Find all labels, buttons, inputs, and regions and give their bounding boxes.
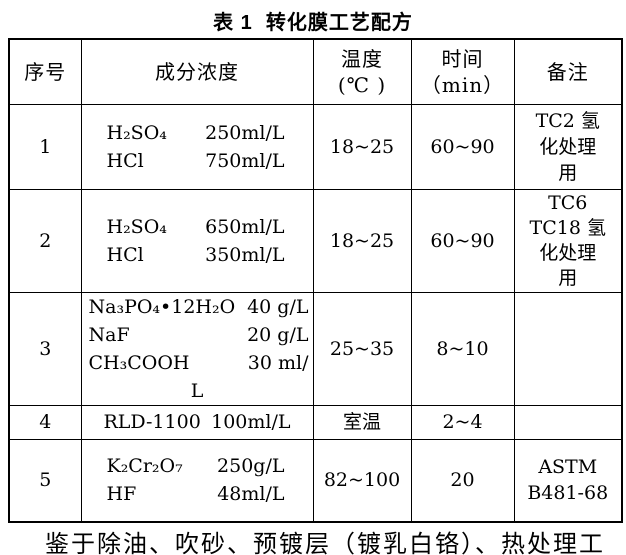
component-line: HF 48ml/L <box>82 480 312 508</box>
remark-cell <box>513 291 623 406</box>
time-cell: 2~4 <box>410 404 515 440</box>
serial-cell: 3 <box>8 291 82 406</box>
remark-line: TC6 <box>548 191 588 214</box>
component-line: Na₃PO₄•12H₂O 40 g/L <box>82 293 312 321</box>
component-line: CH₃COOH 30 ml/ <box>82 349 312 377</box>
remark-cell: TC2 氢 化处理 用 <box>513 103 623 190</box>
remark-line: ASTM <box>538 456 598 479</box>
header-time-label: 时间 <box>441 46 484 71</box>
temperature-cell: 18~25 <box>312 103 412 190</box>
component-qty: 250ml/L <box>205 121 285 144</box>
component-qty: 100ml/L <box>211 411 291 433</box>
table-row: 4 RLD-1100 100ml/L 室温 2~4 <box>8 404 623 440</box>
time-cell: 20 <box>410 438 515 523</box>
remark-line: 化处理 <box>539 135 597 158</box>
component-wrap-line: L <box>190 379 204 402</box>
table-row: 5 K₂Cr₂O₇ 250g/L HF 48ml/L 82~100 20 AST… <box>8 438 623 523</box>
component-qty: 30 ml/ <box>247 351 309 374</box>
composition-cell: K₂Cr₂O₇ 250g/L HF 48ml/L <box>80 438 314 523</box>
temperature-cell: 18~25 <box>312 188 412 293</box>
remark-cell: TC6 TC18 氢 化处理 用 <box>513 188 623 293</box>
component-line: HCl 350ml/L <box>82 241 312 269</box>
header-remark: 备注 <box>513 38 623 105</box>
remark-line: 用 <box>558 161 578 184</box>
component-line: H₂SO₄ 650ml/L <box>82 213 312 241</box>
time-cell: 8~10 <box>410 291 515 406</box>
remark-line: TC18 氢 <box>529 216 606 239</box>
header-time-unit: （min） <box>420 72 505 97</box>
component-name: H₂SO₄ <box>106 121 167 144</box>
serial-cell: 5 <box>8 438 82 523</box>
table-row: 1 H₂SO₄ 250ml/L HCl 750ml/L 18~25 60~90 … <box>8 103 623 190</box>
component-name: CH₃COOH <box>88 351 190 374</box>
table-title: 表 1 转化膜工艺配方 <box>213 12 413 34</box>
header-composition: 成分浓度 <box>80 38 314 105</box>
process-formula-table: 序号 成分浓度 温度 (℃ ) 时间 （min） 备注 1 H₂SO₄ 250m… <box>8 38 623 523</box>
composition-cell: RLD-1100 100ml/L <box>80 404 314 440</box>
component-name: HCl <box>106 149 144 172</box>
composition-cell: H₂SO₄ 250ml/L HCl 750ml/L <box>80 103 314 190</box>
remark-cell: ASTM B481-68 <box>513 438 623 523</box>
component-qty: 650ml/L <box>205 215 285 238</box>
component-name: K₂Cr₂O₇ <box>106 455 183 478</box>
component-qty: 48ml/L <box>217 483 285 506</box>
component-name: HF <box>106 483 137 506</box>
temperature-cell: 25~35 <box>312 291 412 406</box>
component-qty: 40 g/L <box>247 295 309 318</box>
component-name: RLD-1100 <box>103 411 201 433</box>
component-line: HCl 750ml/L <box>82 147 312 175</box>
component-qty: 350ml/L <box>205 243 285 266</box>
component-line: K₂Cr₂O₇ 250g/L <box>82 452 312 480</box>
table-header-row: 序号 成分浓度 温度 (℃ ) 时间 （min） 备注 <box>8 38 623 105</box>
remark-cell <box>513 404 623 440</box>
component-line: RLD-1100 100ml/L <box>82 408 312 436</box>
remark-line: B481-68 <box>527 482 609 505</box>
component-name: Na₃PO₄•12H₂O <box>88 295 236 318</box>
temperature-cell: 82~100 <box>312 438 412 523</box>
remark-line: 用 <box>558 266 578 289</box>
serial-cell: 1 <box>8 103 82 190</box>
component-qty: 20 g/L <box>247 323 309 346</box>
header-temperature: 温度 (℃ ) <box>312 38 412 105</box>
body-text: 鉴于除油、吹砂、预镀层（镀乳白铬）、热处理工 <box>45 530 605 555</box>
table-row: 2 H₂SO₄ 650ml/L HCl 350ml/L 18~25 60~90 … <box>8 188 623 293</box>
temperature-cell: 室温 <box>312 404 412 440</box>
serial-cell: 2 <box>8 188 82 293</box>
table-row: 3 Na₃PO₄•12H₂O 40 g/L NaF 20 g/L CH₃COOH… <box>8 291 623 406</box>
header-serial: 序号 <box>8 38 82 105</box>
header-temperature-label: 温度 <box>341 46 383 71</box>
component-name: HCl <box>106 243 144 266</box>
component-qty: 750ml/L <box>205 149 285 172</box>
header-temperature-unit: (℃ ) <box>337 72 387 97</box>
serial-cell: 4 <box>8 404 82 440</box>
remark-line: 化处理 <box>539 241 597 264</box>
header-time: 时间 （min） <box>410 38 515 105</box>
component-line: H₂SO₄ 250ml/L <box>82 119 312 147</box>
time-cell: 60~90 <box>410 103 515 190</box>
component-qty: 250g/L <box>217 455 285 478</box>
composition-cell: Na₃PO₄•12H₂O 40 g/L NaF 20 g/L CH₃COOH 3… <box>80 291 314 406</box>
component-name: H₂SO₄ <box>106 215 167 238</box>
remark-line: TC2 氢 <box>535 109 600 132</box>
time-cell: 60~90 <box>410 188 515 293</box>
component-name: NaF <box>88 323 130 346</box>
component-line: NaF 20 g/L <box>82 321 312 349</box>
composition-cell: H₂SO₄ 650ml/L HCl 350ml/L <box>80 188 314 293</box>
